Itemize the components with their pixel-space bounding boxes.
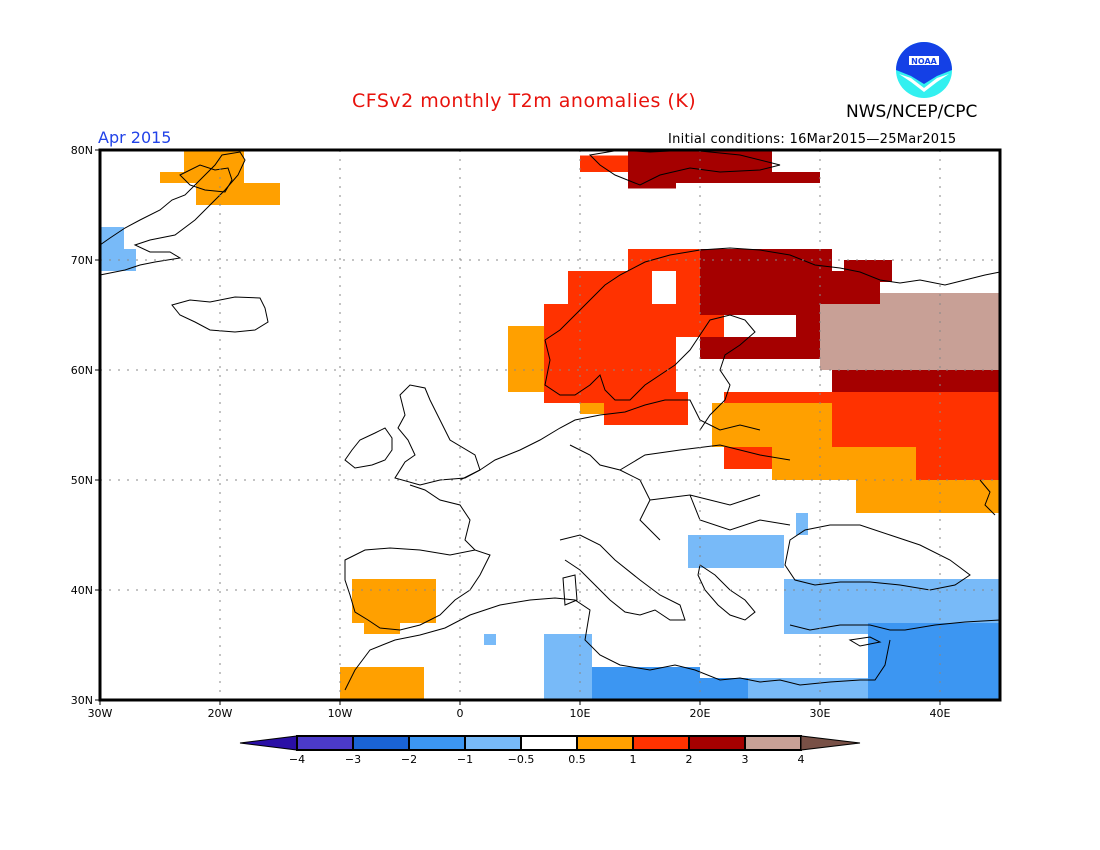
coastline-norway-south — [544, 314, 756, 431]
lon-tick-label: 30E — [810, 707, 831, 720]
lat-tick-label: 80N — [71, 144, 93, 157]
legend-swatch — [464, 735, 522, 751]
anomaly-cell — [712, 403, 832, 447]
anomaly-cell — [196, 183, 280, 205]
anomaly-cell — [580, 155, 628, 172]
anomaly-cell — [772, 447, 916, 480]
anomaly-cell — [856, 480, 1000, 513]
lat-tick-label: 50N — [71, 474, 93, 487]
anomaly-cell — [340, 667, 424, 700]
coastline-ireland — [344, 427, 393, 469]
legend-swatch — [688, 735, 746, 751]
anomaly-cell — [568, 271, 652, 304]
map-frame — [98, 148, 1002, 702]
coastline-europe-north — [459, 399, 761, 481]
lon-tick-label: 10E — [570, 707, 591, 720]
legend-tick-label: 3 — [742, 753, 749, 766]
anomaly-cell — [700, 337, 796, 359]
legend-tick-label: −1 — [457, 753, 473, 766]
legend-tick-label: 1 — [630, 753, 637, 766]
anomaly-cell — [184, 150, 244, 172]
legend-tick-label: −4 — [289, 753, 305, 766]
lat-tick-label: 30N — [71, 694, 93, 707]
graticule — [100, 150, 1000, 700]
legend-swatch — [744, 735, 802, 751]
coastlines — [99, 149, 1001, 691]
legend-tick-label: −0.5 — [508, 753, 535, 766]
chart-title: CFSv2 monthly T2m anomalies (K) — [352, 90, 697, 112]
coastline-scandinavia — [544, 247, 1001, 341]
legend-tick-label: 4 — [798, 753, 805, 766]
lon-tick-label: 20E — [690, 707, 711, 720]
anomaly-cell — [688, 535, 784, 568]
coastline-cyprus — [848, 636, 882, 647]
legend-swatch — [632, 735, 690, 751]
coastline-north-africa — [344, 597, 891, 691]
anomaly-cell — [352, 579, 436, 623]
lat-tick-label: 40N — [71, 584, 93, 597]
coastline-iberia — [344, 547, 491, 631]
forecast-month: Apr 2015 — [98, 128, 172, 147]
coastline-sardinia — [562, 574, 578, 606]
anomaly-cell — [604, 392, 688, 425]
coastline-italy — [559, 534, 686, 621]
legend-swatch — [408, 735, 466, 751]
coastline-greece — [697, 564, 756, 621]
legend-swatch — [576, 735, 634, 751]
coastline-franz-josef — [588, 149, 781, 186]
anomaly-cell — [868, 623, 1000, 700]
anomaly-cell — [544, 634, 592, 700]
anomaly-cells — [100, 150, 1000, 700]
legend-arrow-high — [800, 735, 861, 751]
lon-tick-label: 20W — [208, 707, 233, 720]
legend-swatch — [352, 735, 410, 751]
legend-tick-label: −3 — [345, 753, 361, 766]
legend-swatch — [520, 735, 578, 751]
coastline-caspian — [979, 479, 996, 516]
noaa-logo: NOAA — [893, 40, 955, 100]
anomaly-cell — [628, 177, 676, 189]
lon-tick-label: 40E — [930, 707, 951, 720]
color-legend: −4 −3 −2 −1 −0.5 0.5 1 2 3 4 — [239, 735, 861, 766]
lon-tick-label: 10W — [328, 707, 353, 720]
organization-label: NWS/NCEP/CPC — [846, 102, 978, 122]
anomaly-cell — [508, 326, 544, 392]
coastline-svalbard — [179, 164, 233, 193]
anomaly-cell — [484, 634, 496, 645]
legend-swatch — [296, 735, 354, 751]
anomaly-cell — [700, 249, 832, 315]
lon-tick-label: 30W — [88, 707, 113, 720]
anomaly-cell — [820, 293, 1000, 370]
coastline-britain — [394, 384, 481, 486]
coastline-black-sea — [784, 524, 971, 591]
legend-tick-label: 0.5 — [568, 753, 586, 766]
anomaly-cell — [544, 304, 676, 403]
lat-tick-label: 60N — [71, 364, 93, 377]
noaa-logo-text: NOAA — [911, 57, 937, 66]
anomaly-cell — [592, 667, 700, 700]
anomaly-cell — [772, 172, 820, 183]
coastline-iceland — [171, 296, 269, 333]
anomaly-cell — [700, 678, 748, 700]
initial-conditions: Initial conditions: 16Mar2015—25Mar2015 — [668, 132, 957, 147]
anomaly-cell — [940, 293, 1000, 304]
coastline-france — [409, 484, 476, 551]
legend-tick-label: 2 — [686, 753, 693, 766]
legend-arrow-low — [239, 735, 298, 751]
lon-tick-label: 0 — [457, 707, 464, 720]
legend-tick-label: −2 — [401, 753, 417, 766]
coastline-greenland — [99, 151, 246, 276]
lat-tick-label: 70N — [71, 254, 93, 267]
